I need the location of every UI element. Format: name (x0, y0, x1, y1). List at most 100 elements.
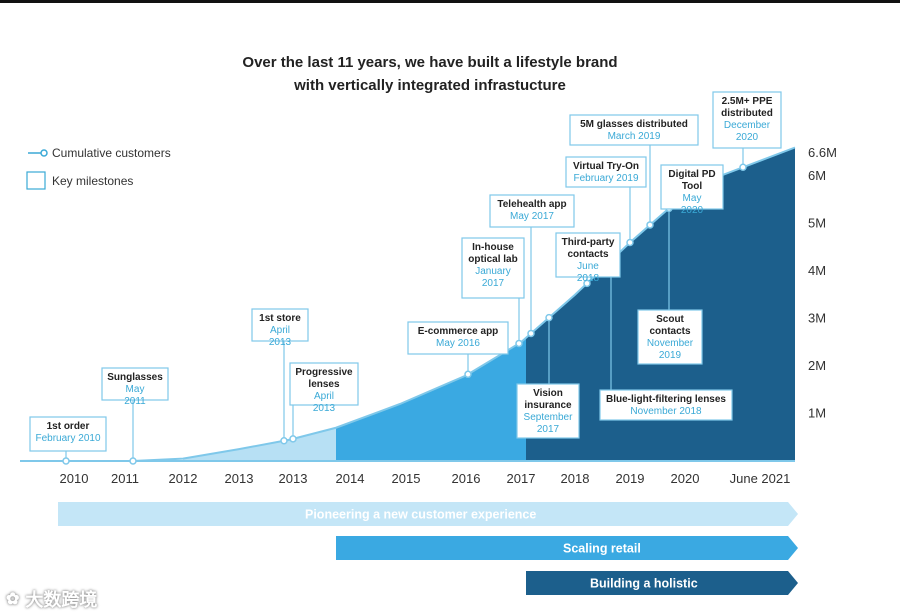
milestone-box-border (489, 194, 575, 228)
banner-label: Building a holistic (590, 577, 698, 591)
milestone-title: E-commerce app (418, 326, 499, 337)
milestone-date: 2017 (482, 278, 505, 289)
milestone-date: November (647, 338, 694, 349)
legend-customers: Cumulative customers (52, 146, 171, 160)
legend: Cumulative customers Key milestones (26, 146, 171, 190)
area-recent (526, 147, 795, 461)
milestone-title: insurance (524, 400, 572, 411)
milestone-date: 2013 (313, 403, 336, 414)
x-tick-label: 2017 (507, 471, 536, 486)
x-tick-label: 2016 (452, 471, 481, 486)
milestone-date: May 2017 (510, 211, 554, 222)
milestone-point (545, 313, 553, 322)
x-tick-label: 2014 (336, 471, 365, 486)
milestone-title: Tool (682, 181, 703, 192)
phase-banners: Pioneering a new customer experience Scal… (58, 502, 798, 595)
milestone-title: 2.5M+ PPE (722, 96, 773, 107)
milestone-point (289, 435, 297, 443)
milestone-title: 5M glasses distributed (580, 119, 688, 130)
milestone-point (129, 457, 137, 465)
milestone-title: 1st store (259, 313, 301, 324)
milestone-date: 2020 (736, 132, 759, 143)
y-tick-label: 6M (808, 168, 826, 183)
milestone-date: April (314, 391, 334, 402)
x-tick-label: 2013 (225, 471, 254, 486)
milestone-date: February 2010 (35, 433, 100, 444)
milestone-title: contacts (567, 249, 609, 260)
milestone-box-border (599, 389, 733, 421)
x-tick-label: 2013 (279, 471, 308, 486)
x-tick-label: 2020 (671, 471, 700, 486)
milestone-date: June (577, 261, 599, 272)
x-tick-label: 2019 (616, 471, 645, 486)
milestone-date: January (475, 266, 511, 277)
milestone-title: lenses (308, 379, 340, 390)
banner-label: Pioneering a new customer experience (305, 508, 536, 522)
milestone-box-border (555, 232, 621, 278)
milestone-date: February 2019 (573, 173, 638, 184)
milestone-box-border (660, 164, 724, 210)
milestone-point (626, 238, 634, 247)
milestone-point (280, 436, 288, 445)
milestone-box-border (461, 237, 525, 299)
legend-milestones: Key milestones (52, 174, 133, 188)
y-tick-label: 2M (808, 358, 826, 373)
milestone-point (62, 457, 70, 465)
milestone-title: optical lab (468, 254, 517, 265)
milestone-point (527, 329, 535, 338)
milestone-date: 2011 (124, 396, 146, 407)
banner-scaling-retail: Scaling retail (336, 536, 798, 560)
milestone-title: In-house (472, 242, 514, 253)
chart-title-line-1: Over the last 11 years, we have built a … (242, 54, 617, 71)
y-axis-ticks: 1M 2M 3M 4M 5M 6M 6.6M (808, 145, 837, 421)
milestone-box-border (569, 114, 699, 146)
milestone-title: 1st order (47, 421, 90, 432)
milestone-date: 2017 (537, 424, 560, 435)
milestone-title: Vision (533, 388, 563, 399)
y-tick-label: 6.6M (808, 145, 837, 160)
customer-area (20, 146, 796, 462)
milestone-date: 2019 (659, 350, 682, 361)
milestone-box-border (516, 383, 580, 439)
legend-dot-icon (40, 149, 48, 157)
x-tick-label: 2012 (169, 471, 198, 486)
milestone-box-border (251, 308, 309, 342)
banner-label: Scaling retail (563, 542, 641, 556)
milestone-date: May (683, 193, 702, 204)
milestone-date: 2020 (681, 205, 704, 216)
milestone-box-border (289, 362, 359, 406)
y-tick-label: 1M (808, 406, 826, 421)
x-tick-label: 2015 (392, 471, 421, 486)
milestone-box-border (101, 367, 169, 401)
milestone-point (464, 370, 472, 379)
milestone-date: September (524, 412, 574, 423)
milestone-date: December (724, 120, 771, 131)
milestone-date: 2018 (577, 273, 600, 284)
milestone-title: Telehealth app (497, 199, 566, 210)
x-tick-label: 2011 (111, 471, 139, 486)
y-tick-label: 3M (808, 311, 826, 326)
banner-arrow (526, 571, 798, 595)
milestone-date: May 2016 (436, 338, 480, 349)
top-border (0, 0, 900, 3)
milestone-connectors (65, 145, 744, 461)
banner-pioneering: Pioneering a new customer experience (58, 502, 798, 526)
watermark: ✿ 大数跨境 (6, 586, 97, 612)
milestone-point (739, 163, 747, 172)
milestone-title: Sunglasses (107, 372, 163, 383)
x-tick-label: 2010 (60, 471, 89, 486)
y-tick-label: 5M (808, 216, 826, 231)
chart-title-line-2: with vertically integrated infrastucture (293, 77, 566, 94)
milestone-title: Third-party (562, 237, 615, 248)
banner-arrow (336, 536, 798, 560)
milestone-box-border (407, 321, 509, 355)
